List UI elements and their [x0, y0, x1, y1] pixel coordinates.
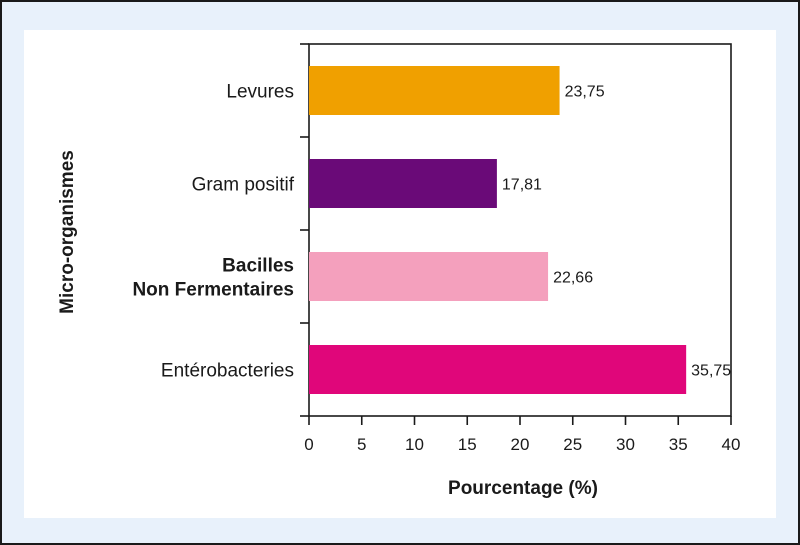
x-tick-label: 25 [563, 435, 582, 454]
bar-value-label: 35,75 [691, 363, 731, 380]
x-tick-label: 10 [405, 435, 424, 454]
x-tick-label: 35 [669, 435, 688, 454]
category-label: Gram positif [192, 175, 295, 196]
bar [309, 66, 560, 115]
x-tick-label: 40 [722, 435, 741, 454]
y-axis-title: Micro-organismes [57, 150, 78, 314]
x-tick-label: 20 [511, 435, 530, 454]
bar-value-label: 22,66 [553, 270, 593, 287]
x-tick-label: 0 [304, 435, 313, 454]
bar [309, 345, 687, 394]
category-label: Bacilles [222, 256, 294, 277]
bar [309, 252, 549, 301]
bar [309, 159, 497, 208]
x-tick-label: 15 [458, 435, 477, 454]
category-label: Entérobacteries [161, 361, 294, 382]
category-label: Non Fermentaires [132, 280, 294, 301]
bar-value-label: 23,75 [565, 84, 605, 101]
bar-value-label: 17,81 [502, 177, 542, 194]
x-tick-label: 30 [616, 435, 635, 454]
x-tick-label: 5 [357, 435, 366, 454]
x-axis-title: Pourcentage (%) [448, 478, 598, 499]
category-label: Levures [226, 82, 294, 103]
